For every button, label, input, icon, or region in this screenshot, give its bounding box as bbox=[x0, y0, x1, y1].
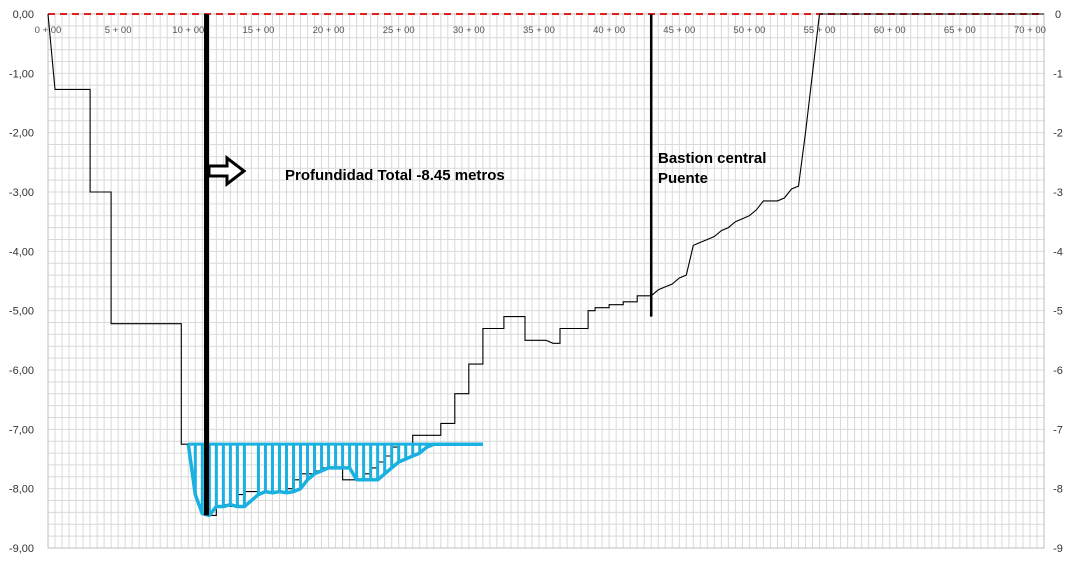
y-tick-label-right: -8 bbox=[1053, 484, 1063, 496]
y-tick-label-right: -2 bbox=[1053, 128, 1063, 140]
x-tick-label: 50 + 00 bbox=[733, 25, 765, 36]
x-tick-label: 15 + 00 bbox=[242, 25, 274, 36]
y-tick-label-right: -9 bbox=[1053, 543, 1063, 555]
marker-lines bbox=[204, 14, 653, 516]
y-tick-label-left: -9,00 bbox=[9, 543, 34, 555]
y-axis-left: 0,00 -1,00 -2,00 -3,00 -4,00 -5,00 -6,00 -7,00 -… bbox=[9, 9, 34, 555]
bastion-annotation-line-1: Bastion central bbox=[658, 150, 766, 167]
x-tick-label: 65 + 00 bbox=[944, 25, 976, 36]
y-tick-label-left: -4,00 bbox=[9, 246, 34, 258]
y-tick-label-right: -1 bbox=[1053, 68, 1063, 80]
y-axis-right: 0 -1 -2 -3 -4 -5 -6 -7 -8 -9 bbox=[1053, 9, 1063, 555]
x-tick-label: 10 + 00 bbox=[172, 25, 204, 36]
y-tick-label-left: -1,00 bbox=[9, 68, 34, 80]
y-tick-label-left: -7,00 bbox=[9, 424, 34, 436]
grid bbox=[47, 13, 1045, 549]
y-tick-label-left: -2,00 bbox=[9, 128, 34, 140]
y-tick-label-left: 0,00 bbox=[13, 9, 34, 21]
x-tick-label: 35 + 00 bbox=[523, 25, 555, 36]
x-tick-label: 5 + 00 bbox=[105, 25, 132, 36]
arrow-right-icon bbox=[207, 154, 247, 188]
y-tick-label-right: -4 bbox=[1053, 246, 1063, 258]
y-tick-label-left: -3,00 bbox=[9, 187, 34, 199]
arrow-annotation bbox=[207, 154, 247, 188]
y-tick-label-right: -7 bbox=[1053, 424, 1063, 436]
x-tick-label: 45 + 00 bbox=[663, 25, 695, 36]
x-tick-label: 40 + 00 bbox=[593, 25, 625, 36]
depth-annotation: Profundidad Total -8.45 metros bbox=[285, 167, 505, 184]
x-tick-label: 0 + 00 bbox=[35, 25, 62, 36]
y-tick-label-left: -6,00 bbox=[9, 365, 34, 377]
x-tick-label: 20 + 00 bbox=[313, 25, 345, 36]
dredge-profile-line bbox=[186, 442, 483, 518]
bastion-annotation-line-2: Puente bbox=[658, 170, 708, 187]
x-tick-label: 60 + 00 bbox=[874, 25, 906, 36]
series-layer bbox=[47, 13, 1044, 518]
x-tick-label: 55 + 00 bbox=[804, 25, 836, 36]
y-tick-label-left: -5,00 bbox=[9, 306, 34, 318]
x-tick-label: 25 + 00 bbox=[383, 25, 415, 36]
y-tick-label-left: -8,00 bbox=[9, 484, 34, 496]
y-tick-label-right: 0 bbox=[1055, 9, 1061, 21]
x-tick-label: 30 + 00 bbox=[453, 25, 485, 36]
x-axis: 0 + 00 5 + 00 10 + 00 15 + 00 20 + 00 25 + 00… bbox=[35, 25, 1046, 36]
x-tick-label: 70 + 00 bbox=[1014, 25, 1046, 36]
y-tick-label-right: -5 bbox=[1053, 306, 1063, 318]
y-tick-label-right: -3 bbox=[1053, 187, 1063, 199]
y-tick-label-right: -6 bbox=[1053, 365, 1063, 377]
